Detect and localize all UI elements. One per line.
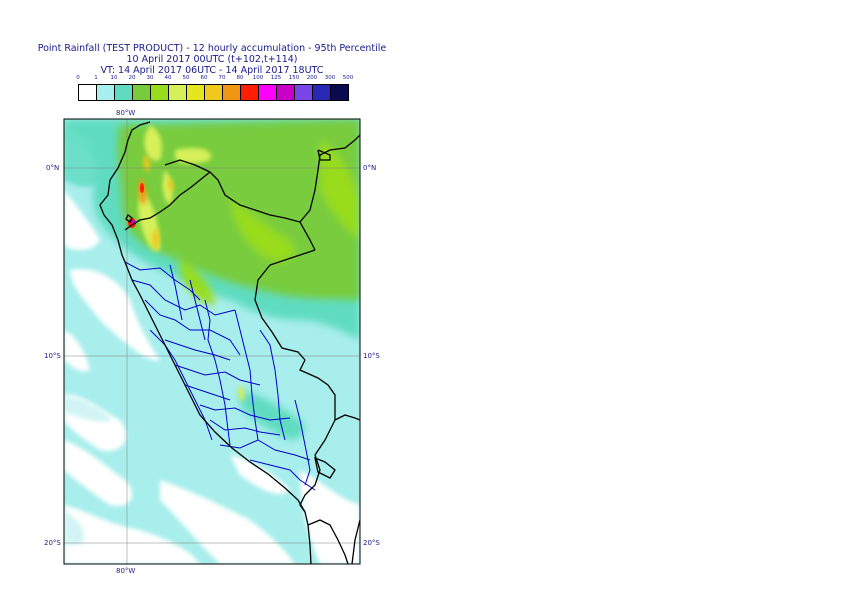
country-borders <box>99 121 360 564</box>
legend-threshold-label: 100 <box>252 75 264 81</box>
legend-threshold-label: 300 <box>324 75 336 81</box>
ocean-dry-patches <box>64 190 360 564</box>
map-title: Point Rainfall (TEST PRODUCT) - 12 hourl… <box>37 43 387 54</box>
legend-threshold-label: 500 <box>342 75 354 81</box>
legend-threshold-label: 1 <box>94 75 98 81</box>
lat-label-left-10: 10°S <box>44 352 61 360</box>
lon-label-bottom: 80°W <box>116 567 136 575</box>
lat-label-left-0: 0°N <box>46 164 60 172</box>
legend-threshold-label: 20 <box>128 75 136 81</box>
rain-hotspot <box>140 183 144 193</box>
color-legend: 0 1 10 20 30 40 50 60 70 80 100 125 150 200 300 500 <box>76 75 353 103</box>
legend-threshold-label: 200 <box>306 75 318 81</box>
legend-threshold-label: 125 <box>270 75 282 81</box>
graticule <box>64 119 360 564</box>
lat-label-right-20: 20°S <box>363 539 380 547</box>
legend-threshold-label: 80 <box>236 75 244 81</box>
lat-label-right-0: 0°N <box>363 164 377 172</box>
validity-time-label: VT: 14 April 2017 06UTC - 14 April 2017 … <box>100 65 324 76</box>
legend-threshold-label: 0 <box>76 75 80 81</box>
legend-threshold-label: 50 <box>182 75 190 81</box>
legend-threshold-label: 10 <box>110 75 118 81</box>
legend-threshold-label: 60 <box>200 75 208 81</box>
map-frame <box>63 118 361 565</box>
legend-threshold-label: 30 <box>146 75 154 81</box>
lon-label-top: 80°W <box>116 109 136 117</box>
lat-label-right-10: 10°S <box>363 352 380 360</box>
lat-label-left-20: 20°S <box>44 539 61 547</box>
legend-color-swatch <box>330 84 349 101</box>
legend-threshold-label: 150 <box>288 75 300 81</box>
legend-threshold-label: 40 <box>164 75 172 81</box>
legend-threshold-label: 70 <box>218 75 226 81</box>
base-time-label: 10 April 2017 00UTC (t+102,t+114) <box>126 54 298 65</box>
